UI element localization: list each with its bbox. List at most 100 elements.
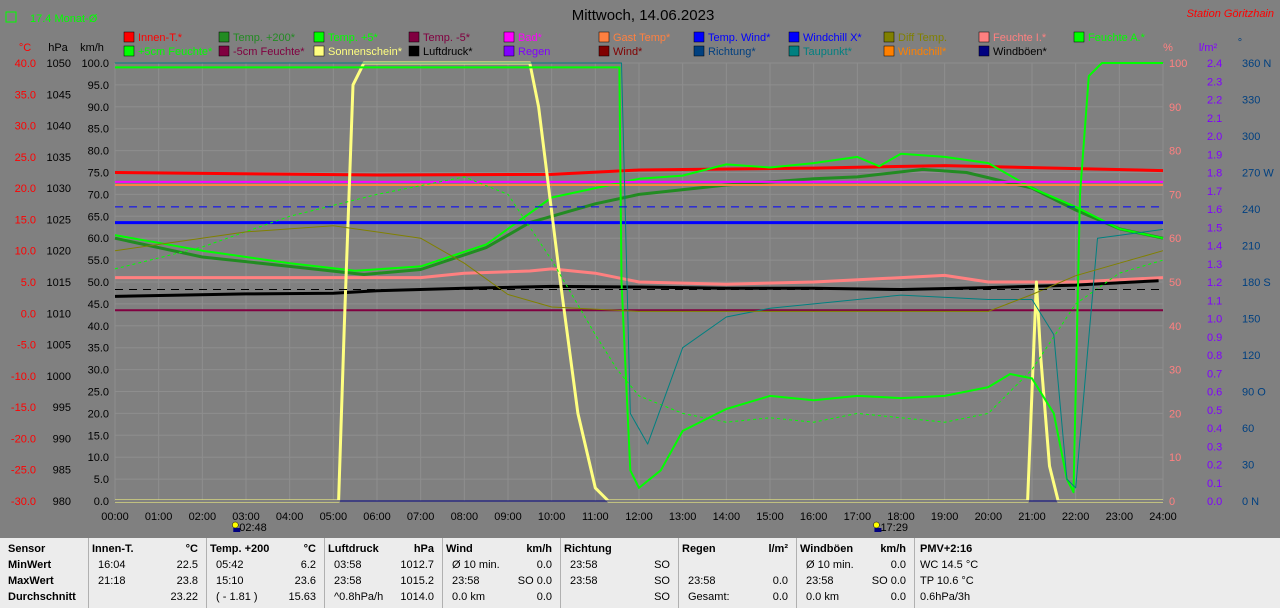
series-line xyxy=(114,225,1164,312)
stats-cell: 0.0 km xyxy=(452,591,486,603)
tick-label: 0 xyxy=(1169,496,1175,508)
tick-label: 1.2 xyxy=(1207,277,1222,289)
legend-item: Taupunkt* xyxy=(788,45,853,58)
legend-item: -5cm Feuchte* xyxy=(218,45,305,58)
legend-swatch xyxy=(503,45,515,57)
tick-label: 70 xyxy=(1169,189,1181,201)
stats-cell: 0.0 xyxy=(772,591,788,603)
legend-label: Windchill* xyxy=(898,46,947,58)
legend-item: Feuchte I.* xyxy=(978,31,1047,44)
tick-label: 240 xyxy=(1242,204,1260,216)
stats-cell: PMV+2:16 xyxy=(920,543,973,555)
legend-label: Innen-T.* xyxy=(138,32,183,44)
legend-label: +5cm Feuchte* xyxy=(138,46,213,58)
series-line xyxy=(114,164,1164,177)
stats-header-sensor: Sensor xyxy=(8,543,46,555)
tick-label: 990 xyxy=(53,433,71,445)
legend-label: Richtung* xyxy=(708,46,756,58)
sun-icon xyxy=(232,521,239,529)
stats-cell: 23:58 xyxy=(334,575,362,587)
tick-label: 5.0 xyxy=(94,474,109,486)
header: 17.4 Monat-Ø Mittwoch, 14.06.2023 Statio… xyxy=(5,7,1274,54)
x-tick-label: 02:00 xyxy=(189,511,217,523)
x-tick-label: 13:00 xyxy=(669,511,697,523)
stats-cell: km/h xyxy=(880,543,906,555)
legend-item: Regen xyxy=(503,45,550,58)
legend-label: Feuchte I.* xyxy=(993,32,1047,44)
stats-cell: Windböen xyxy=(800,543,854,555)
tick-label: -10.0 xyxy=(11,371,36,383)
legend-label: Taupunkt* xyxy=(803,46,853,58)
stats-cell: Ø 10 min. xyxy=(452,559,500,571)
series-layer xyxy=(114,61,1164,503)
x-tick-label: 18:00 xyxy=(887,511,915,523)
tick-label: 40 xyxy=(1169,321,1181,333)
legend-label: Wind* xyxy=(613,46,643,58)
legend-swatch xyxy=(598,31,610,43)
legend-swatch xyxy=(693,45,705,57)
tick-label: 45.0 xyxy=(88,299,109,311)
tick-label: 30.0 xyxy=(15,121,36,133)
stats-column: PMV+2:16 WC 14.5 °C TP 10.6 °C 0.6hPa/3h xyxy=(914,538,1280,608)
monthly-avg-swatch xyxy=(5,11,17,23)
tick-label: 55.0 xyxy=(88,255,109,267)
x-tick-label: 17:00 xyxy=(844,511,872,523)
tick-label: 0.6 xyxy=(1207,387,1222,399)
tick-label: 0.0 xyxy=(94,496,109,508)
stats-cell: 1014.0 xyxy=(400,591,434,603)
legend-item: Windböen* xyxy=(978,45,1048,58)
stats-cell: 23.8 xyxy=(176,575,198,587)
stats-cell: 0.6hPa/3h xyxy=(920,591,971,603)
stats-cell: 0.0 xyxy=(772,575,788,587)
legend-swatch xyxy=(883,31,895,43)
legend-label: Feuchte A.* xyxy=(1088,32,1146,44)
x-tick-label: 07:00 xyxy=(407,511,435,523)
legend: Innen-T.* Temp. +200* Temp. +5* Temp. -5* Ba… xyxy=(123,31,1146,58)
tick-label: 300 xyxy=(1242,131,1260,143)
x-tick-label: 03:00 xyxy=(232,511,260,523)
stats-cell: °C xyxy=(303,543,316,555)
stats-cell: 23.6 xyxy=(294,575,316,587)
sunset-marker: 17:29 xyxy=(873,521,908,534)
stats-cell: 23:58 xyxy=(570,559,598,571)
stats-column: Regen l/m² 23:58 0.0 Gesamt: 0.0 xyxy=(678,538,797,608)
tick-label: 60.0 xyxy=(88,233,109,245)
tick-label: 90.0 xyxy=(88,102,109,114)
stats-cell: 0.0 xyxy=(536,591,552,603)
legend-swatch xyxy=(123,31,135,43)
x-tick-label: 10:00 xyxy=(538,511,566,523)
tick-label: 120 xyxy=(1242,350,1260,362)
x-tick-label: 08:00 xyxy=(451,511,479,523)
tick-label: 90 xyxy=(1169,102,1181,114)
tick-label: 10 xyxy=(1169,452,1181,464)
tick-label: 1025 xyxy=(47,214,71,226)
stats-cell: 16:04 xyxy=(98,559,126,571)
legend-item: +5cm Feuchte* xyxy=(123,45,213,58)
stats-cell: 23:58 xyxy=(452,575,480,587)
x-tick-label: 04:00 xyxy=(276,511,304,523)
stats-cell: SO 0.0 xyxy=(871,575,906,587)
chart-title: Mittwoch, 14.06.2023 xyxy=(572,7,715,24)
tick-label: 0.9 xyxy=(1207,332,1222,344)
unit-temp: °C xyxy=(19,42,31,54)
stats-cell: 23:58 xyxy=(806,575,834,587)
x-tick-label: 12:00 xyxy=(625,511,653,523)
stats-cell: 15.63 xyxy=(288,591,316,603)
legend-item: Windchill X* xyxy=(788,31,862,44)
x-tick-label: 15:00 xyxy=(756,511,784,523)
stats-cell: SO xyxy=(654,575,670,587)
legend-item: Temp. +5* xyxy=(313,31,379,44)
tick-label: 20.0 xyxy=(15,183,36,195)
tick-label: 100.0 xyxy=(81,58,109,70)
tick-label: 15.0 xyxy=(15,214,36,226)
tick-label: 35.0 xyxy=(88,343,109,355)
x-tick-label: 20:00 xyxy=(975,511,1003,523)
tick-label: 1035 xyxy=(47,152,71,164)
legend-label: Sonnenschein* xyxy=(328,46,403,58)
legend-label: Windböen* xyxy=(993,46,1048,58)
x-tick-label: 00:00 xyxy=(101,511,129,523)
stats-cell: Regen xyxy=(682,543,716,555)
stats-cell: 6.2 xyxy=(300,559,316,571)
tick-label: 150 xyxy=(1242,314,1260,326)
tick-label: 50 xyxy=(1169,277,1181,289)
